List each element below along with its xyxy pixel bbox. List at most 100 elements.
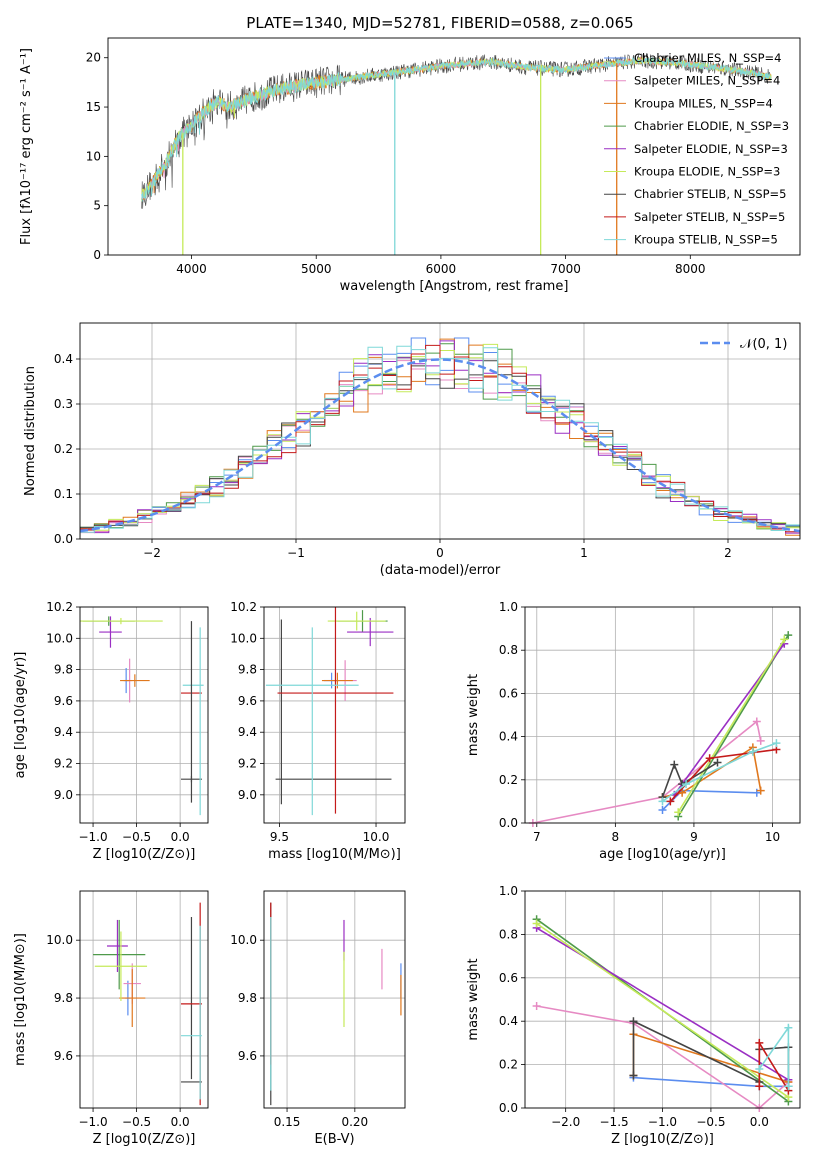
panel-5-y-tick-label: 9.6 bbox=[54, 1049, 73, 1063]
panel-2-y-tick-label: 10.2 bbox=[46, 600, 73, 614]
legend-entry-label: Kroupa MILES, N_SSP=4 bbox=[634, 96, 773, 110]
series-point-marker bbox=[772, 739, 781, 748]
panel-0-frame bbox=[107, 37, 801, 256]
panel-2-errorbars bbox=[80, 616, 204, 816]
panel-1-y-tick-label: 0.1 bbox=[54, 487, 73, 501]
panel-7-x-tick-label: −2.0 bbox=[551, 1115, 580, 1129]
spectrum-lines bbox=[141, 53, 772, 255]
panel-2-x-tick-label: 0.0 bbox=[171, 830, 190, 844]
panel-4-frame bbox=[524, 606, 801, 824]
panel-2-x-tick-label: −1.0 bbox=[78, 830, 107, 844]
legend-entry-label: Salpeter MILES, N_SSP=4 bbox=[634, 74, 780, 88]
panel-6-errorbars bbox=[270, 902, 402, 1106]
panel-1-y-tick-label: 0.2 bbox=[54, 442, 73, 456]
panel-0-x-tick-label: 7000 bbox=[550, 262, 581, 276]
panel-3-y-tick-label: 9.4 bbox=[238, 725, 257, 739]
panel-4-y-tick-label: 0.6 bbox=[499, 686, 518, 700]
series-line bbox=[536, 922, 789, 1098]
panel-2-x-tick-label: −0.5 bbox=[122, 830, 151, 844]
panel-2-y-tick-label: 9.6 bbox=[54, 694, 73, 708]
panel-5-x-tick-label: 0.0 bbox=[171, 1115, 190, 1129]
panel-2-y-tick-label: 9.0 bbox=[54, 788, 73, 802]
series-point-marker bbox=[682, 780, 691, 789]
series-point-marker bbox=[674, 808, 683, 817]
series-point-marker bbox=[678, 788, 687, 797]
panel-4-background bbox=[525, 607, 800, 823]
panel-3-y-tick-label: 9.0 bbox=[238, 788, 257, 802]
panel-7-x-tick-label: −1.5 bbox=[600, 1115, 629, 1129]
panel-0-y-axis-label: Flux [fλ10⁻¹⁷ erg cm⁻² s⁻¹ A⁻¹] bbox=[19, 48, 34, 245]
series-point-marker bbox=[532, 919, 541, 928]
panel-0-y-tick-label: 20 bbox=[86, 51, 101, 65]
panel-5-background bbox=[80, 891, 208, 1108]
panel-4-y-tick-label: 0.2 bbox=[499, 773, 518, 787]
panel-3-background bbox=[264, 607, 405, 823]
panel-3-x-tick-label: 9.5 bbox=[270, 830, 289, 844]
panel-0-x-tick-label: 8000 bbox=[675, 262, 706, 276]
series-point-marker bbox=[658, 806, 667, 815]
panel-7-y-tick-label: 0.6 bbox=[499, 971, 518, 985]
panel-2-y-tick-label: 9.8 bbox=[54, 663, 73, 677]
panel-3-y-tick-label: 9.6 bbox=[238, 694, 257, 708]
normal-legend-label: 𝒩(0, 1) bbox=[740, 337, 787, 352]
panel-6-y-tick-label: 10.0 bbox=[230, 933, 257, 947]
panel-6-x-axis-label: E(B-V) bbox=[314, 1132, 354, 1147]
panel-6-y-tick-label: 9.6 bbox=[238, 1049, 257, 1063]
panel-4-x-tick-label: 9 bbox=[690, 830, 698, 844]
panel-7-x-axis-label: Z [log10(Z/Z⊙)] bbox=[611, 1132, 714, 1147]
legend-entry-label: Salpeter ELODIE, N_SSP=3 bbox=[634, 142, 788, 156]
panel-7-x-tick-label: 0.0 bbox=[750, 1115, 769, 1129]
histogram-step-line bbox=[80, 345, 800, 534]
panel-6-x-tick-label: 0.20 bbox=[341, 1115, 368, 1129]
panel-3-errorbars bbox=[265, 607, 394, 816]
legend-entry-label: Salpeter STELIB, N_SSP=5 bbox=[634, 210, 785, 224]
panel-5-y-axis-label: mass [log10(M/M⊙)] bbox=[13, 933, 28, 1066]
series-point-marker bbox=[784, 1082, 793, 1091]
panel-0-y-tick-label: 5 bbox=[93, 199, 101, 213]
panel-2-y-tick-label: 9.4 bbox=[54, 725, 73, 739]
series-point-marker bbox=[755, 1038, 764, 1047]
panel-3-x-tick-label: 10.0 bbox=[363, 830, 390, 844]
panel-6-background bbox=[264, 891, 405, 1108]
series-point-marker bbox=[756, 736, 765, 745]
series-point-marker bbox=[784, 631, 793, 640]
panel-0-x-tick-label: 6000 bbox=[426, 262, 457, 276]
panel-5-errorbars bbox=[93, 902, 202, 1106]
panel-7-y-axis-label: mass weight bbox=[466, 958, 481, 1040]
panel-7-x-tick-label: −1.0 bbox=[648, 1115, 677, 1129]
panel-1-y-axis-label: Normed distribution bbox=[23, 366, 38, 496]
panel-2-x-axis-label: Z [log10(Z/Z⊙)] bbox=[93, 847, 196, 862]
panel-3-x-axis-label: mass [log10(M/M⊙)] bbox=[268, 847, 401, 862]
panel-7-x-tick-label: −0.5 bbox=[696, 1115, 725, 1129]
panel-5-y-tick-label: 9.8 bbox=[54, 991, 73, 1005]
panel-7-y-tick-label: 0.0 bbox=[499, 1101, 518, 1115]
legend-entry-label: Chabrier STELIB, N_SSP=5 bbox=[634, 187, 786, 201]
panel-4-series bbox=[528, 631, 793, 827]
panel-4-y-tick-label: 0.8 bbox=[499, 643, 518, 657]
legend-entry-label: Chabrier ELODIE, N_SSP=3 bbox=[634, 119, 789, 133]
series-point-marker bbox=[780, 635, 789, 644]
panel-2-frame bbox=[79, 606, 209, 824]
panel-0-x-axis-label: wavelength [Angstrom, rest frame] bbox=[340, 279, 569, 294]
panel-4-y-tick-label: 1.0 bbox=[499, 600, 518, 614]
normal-curve bbox=[80, 358, 800, 533]
panel-4-x-tick-label: 10 bbox=[765, 830, 780, 844]
series-line bbox=[536, 1005, 789, 1110]
panel-3-y-tick-label: 10.2 bbox=[230, 600, 257, 614]
spectrum-line bbox=[141, 56, 772, 202]
panel-0-y-tick-label: 10 bbox=[86, 149, 101, 163]
panel-6-y-tick-label: 9.8 bbox=[238, 991, 257, 1005]
series-point-marker bbox=[784, 1023, 793, 1032]
panel-2-background bbox=[80, 607, 208, 823]
series-point-marker bbox=[629, 1071, 638, 1080]
panel-3-y-tick-label: 9.2 bbox=[238, 757, 257, 771]
histogram-lines bbox=[80, 337, 800, 538]
series-point-marker bbox=[532, 1002, 541, 1011]
panel-7-y-tick-label: 0.8 bbox=[499, 927, 518, 941]
panel-1-frame bbox=[79, 322, 801, 540]
series-point-marker bbox=[752, 717, 761, 726]
panel-6-x-tick-label: 0.15 bbox=[274, 1115, 301, 1129]
panel-2-y-tick-label: 9.2 bbox=[54, 757, 73, 771]
panel-4-y-tick-label: 0.4 bbox=[499, 730, 518, 744]
